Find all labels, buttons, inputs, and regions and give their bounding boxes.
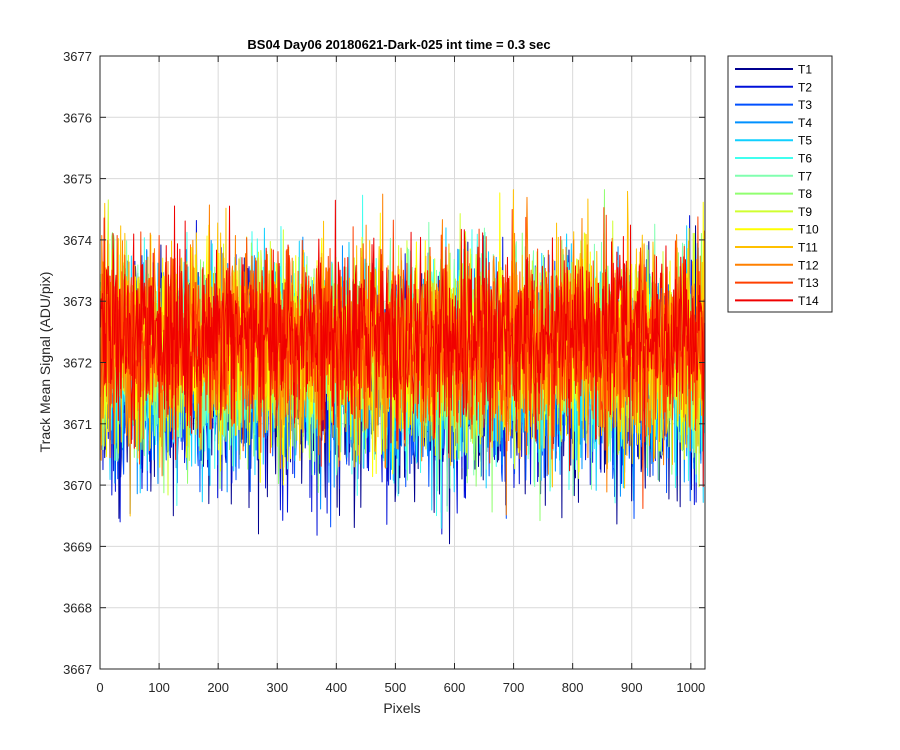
y-axis-label: Track Mean Signal (ADU/pix) <box>37 272 53 453</box>
legend-label-t13: T13 <box>798 276 819 290</box>
legend-label-t3: T3 <box>798 98 812 112</box>
legend-label-t4: T4 <box>798 116 812 130</box>
chart-title: BS04 Day06 20180621-Dark-025 int time = … <box>247 37 550 52</box>
legend-label-t8: T8 <box>798 187 812 201</box>
legend-label-t9: T9 <box>798 205 812 219</box>
x-tick-label: 700 <box>503 680 525 695</box>
y-tick-label: 3669 <box>63 539 92 554</box>
y-tick-label: 3677 <box>63 49 92 64</box>
legend-label-t10: T10 <box>798 223 819 237</box>
legend-label-t2: T2 <box>798 80 812 94</box>
y-tick-label: 3674 <box>63 233 92 248</box>
y-tick-label: 3670 <box>63 478 92 493</box>
y-tick-label: 3671 <box>63 417 92 432</box>
x-tick-label: 600 <box>444 680 466 695</box>
series-line-t14 <box>100 199 705 487</box>
legend-label-t14: T14 <box>798 294 819 308</box>
x-tick-label: 800 <box>562 680 584 695</box>
x-axis-label: Pixels <box>383 700 420 716</box>
x-tick-label: 300 <box>266 680 288 695</box>
legend-label-t5: T5 <box>798 134 812 148</box>
x-tick-labels: 0 100 200 300 400 500 600 700 800 900 1000 <box>96 680 705 695</box>
y-tick-labels: 3667 3668 3669 3670 3671 3672 3673 3674 3675 3676… <box>63 49 92 677</box>
y-tick-label: 3675 <box>63 172 92 187</box>
legend-label-t6: T6 <box>798 152 812 166</box>
legend-box <box>727 55 833 313</box>
x-tick-label: 500 <box>385 680 407 695</box>
x-tick-label: 1000 <box>676 680 705 695</box>
legend-label-t7: T7 <box>798 169 812 183</box>
legend-items: T1 T2 T3 T4 T5 T6 T7 T8 T9 T10 T11 T12 T13 T14 <box>735 63 819 308</box>
series-lines <box>100 189 705 545</box>
y-tick-label: 3672 <box>63 356 92 371</box>
y-tick-label: 3668 <box>63 601 92 616</box>
y-tick-label: 3676 <box>63 110 92 125</box>
legend-label-t12: T12 <box>798 258 819 272</box>
legend-label-t11: T11 <box>798 241 818 255</box>
y-tick-label: 3667 <box>63 662 92 677</box>
x-tick-label: 900 <box>621 680 643 695</box>
legend-label-t1: T1 <box>798 63 812 77</box>
x-tick-label: 100 <box>148 680 170 695</box>
y-tick-label: 3673 <box>63 294 92 309</box>
axis-ticks <box>99 55 705 670</box>
x-tick-label: 400 <box>325 680 347 695</box>
x-tick-label: 200 <box>207 680 229 695</box>
legend: T1 T2 T3 T4 T5 T6 T7 T8 T9 T10 T11 T12 T13 T14 <box>727 55 833 313</box>
x-tick-label: 0 <box>96 680 103 695</box>
